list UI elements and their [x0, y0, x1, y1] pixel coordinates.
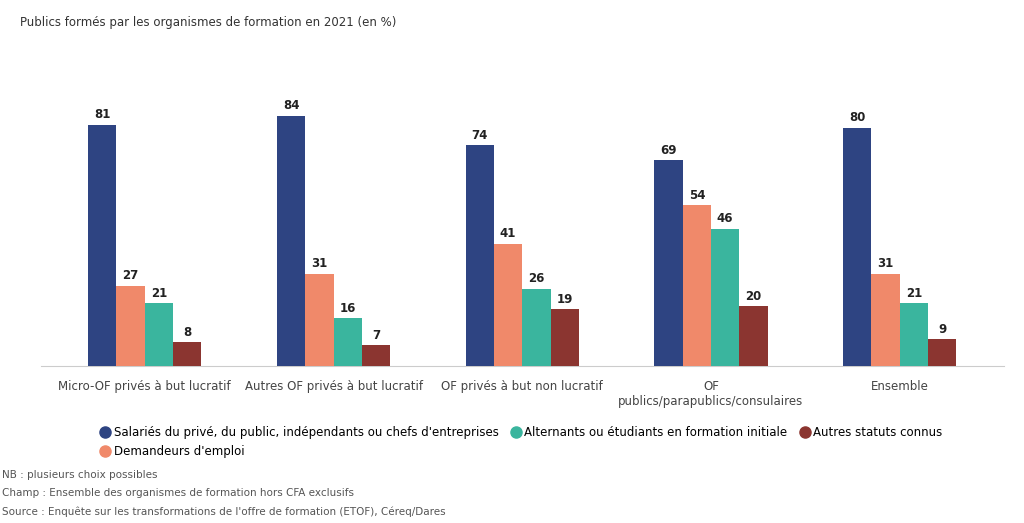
Text: Champ : Ensemble des organismes de formation hors CFA exclusifs: Champ : Ensemble des organismes de forma…	[2, 488, 354, 498]
Text: 16: 16	[340, 302, 356, 315]
Text: 46: 46	[717, 212, 733, 225]
Bar	[900, 303, 928, 366]
Bar	[276, 116, 305, 366]
Text: Publics formés par les organismes de formation en 2021 (en %): Publics formés par les organismes de for…	[20, 16, 397, 29]
Bar	[654, 161, 683, 366]
Text: 21: 21	[151, 287, 167, 300]
Text: 8: 8	[183, 326, 191, 339]
Text: 31: 31	[311, 257, 328, 270]
Text: 41: 41	[500, 228, 516, 240]
Bar	[683, 205, 711, 366]
Bar	[361, 345, 390, 366]
Text: 20: 20	[745, 290, 762, 303]
Text: 80: 80	[849, 111, 865, 124]
Text: 7: 7	[372, 328, 380, 342]
Legend: Salariés du privé, du public, indépendants ou chefs d'entreprises, Demandeurs d': Salariés du privé, du public, indépendan…	[101, 426, 943, 458]
Bar	[88, 124, 117, 366]
Bar	[117, 286, 144, 366]
Bar	[871, 274, 900, 366]
Bar	[739, 306, 768, 366]
Text: 31: 31	[878, 257, 894, 270]
Text: 19: 19	[556, 293, 572, 306]
Bar	[711, 229, 739, 366]
Bar	[522, 289, 551, 366]
Bar	[466, 145, 494, 366]
Bar	[494, 244, 522, 366]
Text: 27: 27	[123, 269, 138, 282]
Bar	[551, 310, 579, 366]
Text: 84: 84	[283, 99, 299, 112]
Text: 81: 81	[94, 108, 111, 121]
Text: 54: 54	[688, 189, 706, 201]
Text: 26: 26	[528, 272, 545, 285]
Text: 69: 69	[660, 144, 677, 157]
Text: 21: 21	[906, 287, 922, 300]
Bar	[173, 342, 202, 366]
Bar	[928, 339, 956, 366]
Text: 74: 74	[472, 129, 488, 142]
Bar	[305, 274, 334, 366]
Text: NB : plusieurs choix possibles: NB : plusieurs choix possibles	[2, 471, 158, 481]
Bar	[144, 303, 173, 366]
Bar	[334, 319, 361, 366]
Text: Source : Enquête sur les transformations de l'offre de formation (ETOF), Céreq/D: Source : Enquête sur les transformations…	[2, 506, 446, 517]
Bar	[843, 128, 871, 366]
Text: 9: 9	[938, 323, 946, 336]
